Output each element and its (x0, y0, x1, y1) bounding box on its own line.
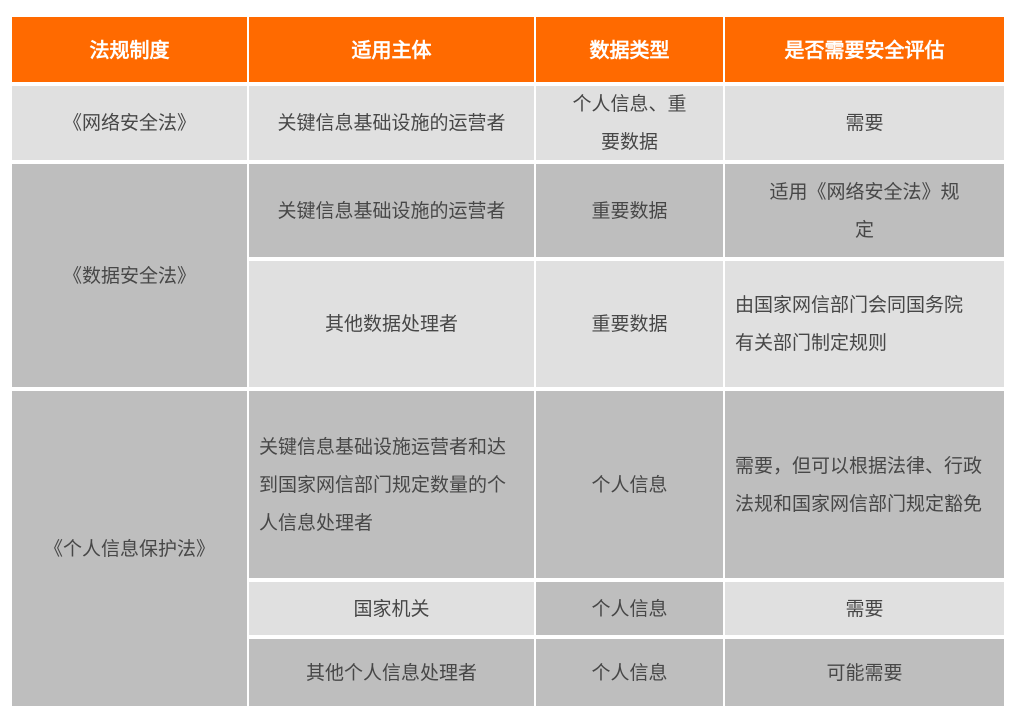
cell-assessment: 可能需要 (725, 639, 1004, 706)
header-law: 法规制度 (12, 17, 247, 82)
cell-data-type: 重要数据 (536, 164, 723, 257)
cell-law: 《网络安全法》 (12, 86, 247, 160)
cell-assessment: 由国家网信部门会同国务院有关部门制定规则 (725, 261, 1004, 387)
cell-data-type: 个人信息 (536, 639, 723, 706)
cell-subject: 关键信息基础设施运营者和达到国家网信部门规定数量的个人信息处理者 (249, 391, 534, 578)
header-subject: 适用主体 (249, 17, 534, 82)
cell-subject: 关键信息基础设施的运营者 (249, 164, 534, 257)
header-data-type: 数据类型 (536, 17, 723, 82)
cell-data-type: 个人信息 (536, 391, 723, 578)
cell-assessment: 需要 (725, 86, 1004, 160)
cell-subject: 其他数据处理者 (249, 261, 534, 387)
cell-data-type: 重要数据 (536, 261, 723, 387)
cell-subject: 国家机关 (249, 582, 534, 635)
header-assessment: 是否需要安全评估 (725, 17, 1004, 82)
cell-data-type: 个人信息、重要数据 (536, 86, 723, 160)
cell-assessment: 需要，但可以根据法律、行政法规和国家网信部门规定豁免 (725, 391, 1004, 578)
cell-subject: 关键信息基础设施的运营者 (249, 86, 534, 160)
cell-assessment: 适用《网络安全法》规定 (725, 164, 1004, 257)
cell-subject: 其他个人信息处理者 (249, 639, 534, 706)
cell-law: 《数据安全法》 (12, 164, 247, 387)
cell-data-type: 个人信息 (536, 582, 723, 635)
cell-assessment: 需要 (725, 582, 1004, 635)
cell-law: 《个人信息保护法》 (12, 391, 247, 706)
regulation-table: 法规制度 适用主体 数据类型 是否需要安全评估 《网络安全法》 关键信息基础设施… (12, 17, 1004, 706)
